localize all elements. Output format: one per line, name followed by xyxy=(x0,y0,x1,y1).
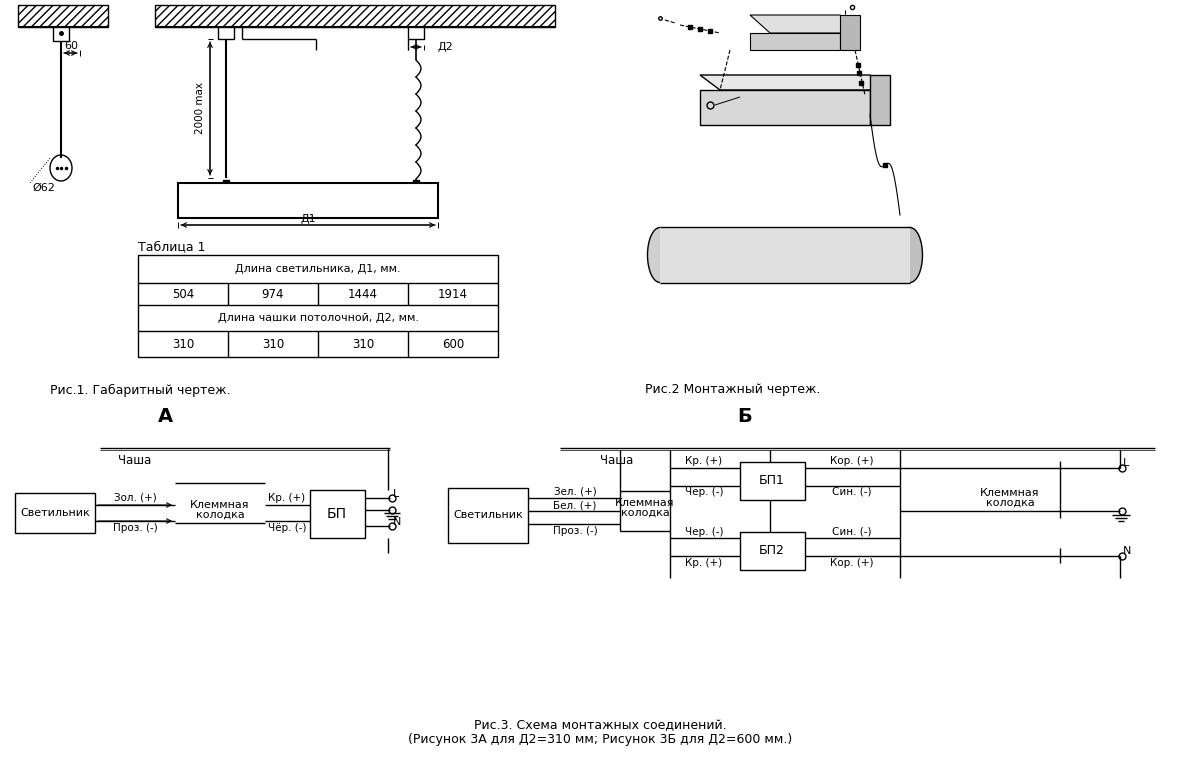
Bar xyxy=(740,462,805,500)
Text: Син. (-): Син. (-) xyxy=(833,487,871,497)
Text: Зол. (+): Зол. (+) xyxy=(114,493,156,503)
Text: Светильник: Светильник xyxy=(454,510,523,520)
Text: Син. (-): Син. (-) xyxy=(833,527,871,537)
Text: Чёр. (-): Чёр. (-) xyxy=(268,523,306,533)
Text: Бел. (+): Бел. (+) xyxy=(553,500,596,510)
Text: Кр. (+): Кр. (+) xyxy=(269,493,306,503)
Text: Кор. (+): Кор. (+) xyxy=(830,456,874,466)
Text: колодка: колодка xyxy=(985,498,1034,508)
Bar xyxy=(53,27,70,41)
Text: А: А xyxy=(157,407,173,427)
Text: БП: БП xyxy=(326,507,347,521)
Text: Зел. (+): Зел. (+) xyxy=(553,486,596,496)
Polygon shape xyxy=(750,33,840,50)
Text: колодка: колодка xyxy=(196,510,245,520)
Text: (Рисунок 3А для Д2=310 мм; Рисунок 3Б для Д2=600 мм.): (Рисунок 3А для Д2=310 мм; Рисунок 3Б дл… xyxy=(408,733,792,747)
Text: Кор. (+): Кор. (+) xyxy=(830,558,874,568)
Bar xyxy=(448,488,528,543)
Text: 310: 310 xyxy=(262,338,284,351)
Text: 310: 310 xyxy=(352,338,374,351)
Ellipse shape xyxy=(50,155,72,181)
Text: Кр. (+): Кр. (+) xyxy=(685,558,722,568)
Polygon shape xyxy=(750,15,860,33)
Text: Д1: Д1 xyxy=(300,214,316,224)
Text: 974: 974 xyxy=(262,287,284,300)
Bar xyxy=(310,490,365,538)
Bar xyxy=(155,5,554,27)
Text: Рис.2 Монтажный чертеж.: Рис.2 Монтажный чертеж. xyxy=(646,383,821,397)
Text: L: L xyxy=(1123,458,1129,468)
Text: 600: 600 xyxy=(442,338,464,351)
Text: БП1: БП1 xyxy=(760,474,785,487)
Polygon shape xyxy=(660,227,910,283)
Ellipse shape xyxy=(648,227,672,282)
Text: Клеммная: Клеммная xyxy=(191,500,250,510)
Text: Чер. (-): Чер. (-) xyxy=(685,487,724,497)
Text: Кр. (+): Кр. (+) xyxy=(685,456,722,466)
Text: 310: 310 xyxy=(172,338,194,351)
Text: колодка: колодка xyxy=(620,508,670,518)
Text: Длина светильника, Д1, мм.: Длина светильника, Д1, мм. xyxy=(235,264,401,274)
Bar xyxy=(740,532,805,570)
Text: L: L xyxy=(394,489,400,499)
Text: 1914: 1914 xyxy=(438,287,468,300)
Text: Клеммная: Клеммная xyxy=(616,498,674,508)
Text: Проз. (-): Проз. (-) xyxy=(553,526,598,536)
Bar xyxy=(18,5,108,27)
Polygon shape xyxy=(870,75,890,125)
Bar xyxy=(408,27,424,39)
Text: Б: Б xyxy=(738,407,752,427)
Polygon shape xyxy=(700,75,890,90)
Text: N: N xyxy=(394,517,401,527)
Text: Ø62: Ø62 xyxy=(32,183,55,193)
Bar xyxy=(138,255,498,357)
Text: 504: 504 xyxy=(172,287,194,300)
Text: Клеммная: Клеммная xyxy=(980,488,1039,498)
Text: 1444: 1444 xyxy=(348,287,378,300)
Polygon shape xyxy=(700,90,870,125)
Bar xyxy=(218,27,234,39)
Bar xyxy=(178,183,438,218)
Text: 2000 max: 2000 max xyxy=(194,82,205,134)
Bar xyxy=(14,493,95,533)
Text: N: N xyxy=(1123,546,1132,556)
Text: Чаша: Чаша xyxy=(118,453,151,466)
Text: Светильник: Светильник xyxy=(20,508,90,518)
Text: 60: 60 xyxy=(64,41,78,51)
Text: Рис.1. Габаритный чертеж.: Рис.1. Габаритный чертеж. xyxy=(50,383,230,397)
Text: Д2: Д2 xyxy=(438,42,454,52)
Text: Проз. (-): Проз. (-) xyxy=(113,523,157,533)
Text: Чаша: Чаша xyxy=(600,453,634,466)
Text: Таблица 1: Таблица 1 xyxy=(138,241,205,254)
Text: БП2: БП2 xyxy=(760,545,785,557)
Text: Длина чашки потолочной, Д2, мм.: Длина чашки потолочной, Д2, мм. xyxy=(217,313,419,323)
Text: Чер. (-): Чер. (-) xyxy=(685,527,724,537)
Polygon shape xyxy=(840,15,860,50)
Text: Рис.3. Схема монтажных соединений.: Рис.3. Схема монтажных соединений. xyxy=(474,719,726,733)
Ellipse shape xyxy=(898,227,923,282)
